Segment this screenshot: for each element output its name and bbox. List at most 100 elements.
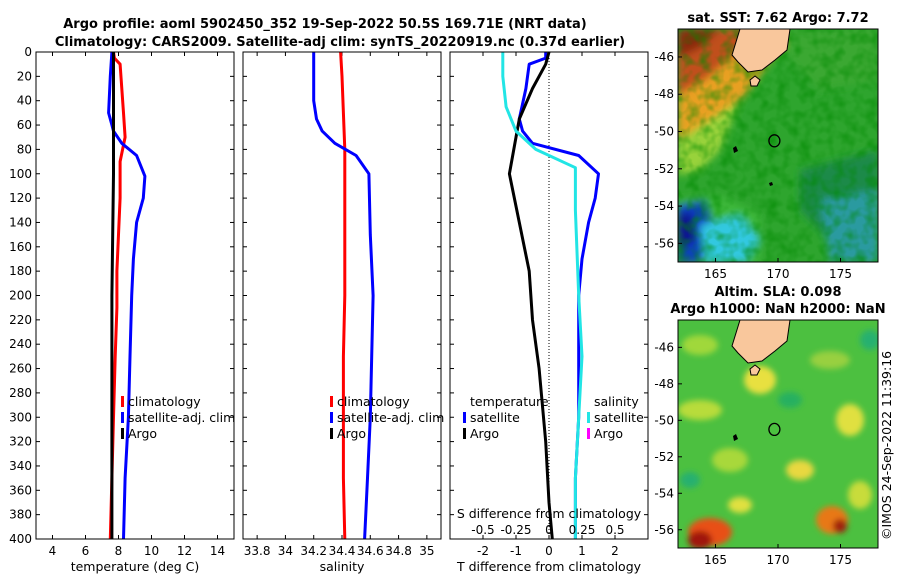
map-y-tick-label: -54 (654, 486, 674, 500)
x-tick-label: 34.6 (357, 544, 384, 558)
x-tick-label: 4 (49, 544, 57, 558)
map-y-tick-label: -50 (654, 413, 674, 427)
y-tick-label: 60 (17, 118, 32, 132)
campbell-island (769, 182, 773, 186)
y-tick-label: 160 (9, 240, 32, 254)
temperature-grid (36, 51, 234, 540)
s-difference-label: S difference from climatology (457, 506, 642, 521)
legend-swatch-t-satellite (463, 412, 466, 423)
x-tick-label: 35 (419, 544, 434, 558)
y-tick-label: 280 (9, 386, 32, 400)
legend-label-satellite: satellite-adj. clim (128, 410, 235, 425)
x-tick-label: 34.4 (329, 544, 356, 558)
y-tick-label: 0 (24, 45, 32, 59)
auckland-islands (733, 434, 738, 441)
sst-map-title: sat. SST: 7.62 Argo: 7.72 (687, 11, 868, 26)
map-x-tick-label: 165 (704, 267, 727, 281)
legend-label-s-satellite: satellite (594, 410, 644, 425)
difference-legend: temperature satellite Argo salinity sate… (463, 394, 644, 441)
s-tick-label: 0.25 (569, 523, 596, 537)
y-tick-label: 220 (9, 313, 32, 327)
difference-panel: -2 -1 0 1 2 T difference from climatology S … (449, 51, 649, 574)
s-tick-label: -0.5 (471, 523, 494, 537)
temperature-lines (107, 52, 147, 539)
series-line-argo (110, 52, 115, 539)
map-y-tick-label: -48 (654, 377, 674, 391)
temperature-panel: 0 20 40 60 80 100 120 140 160 180 200 220 240 260 280 3… (9, 45, 235, 574)
sla-map-image (678, 320, 878, 548)
island-landmass (749, 75, 761, 87)
legend-swatch-s-satellite (587, 412, 590, 423)
series-line-satellite-adj-clim (312, 52, 375, 539)
series-line-t-argo (507, 52, 554, 539)
legend-label-climatology: climatology (128, 394, 201, 409)
legend-swatch-argo (121, 428, 124, 439)
map-y-tick-label: -56 (654, 236, 674, 250)
legend-label-argo: Argo (128, 426, 157, 441)
new-zealand-landmass (731, 29, 791, 73)
salinity-panel: 33.8 34 34.2 34.4 34.6 34.8 35 salinity climat… (242, 51, 444, 574)
map-y-tick-label: -46 (654, 50, 674, 64)
legend-swatch-argo (330, 428, 333, 439)
legend-swatch-satellite (330, 412, 333, 423)
sst-map-axes: 165 170 175 -46 -48 -50 -52 -54 -56 (654, 50, 852, 281)
x-tick-label: 34.8 (385, 544, 412, 558)
legend-swatch-climatology (330, 396, 333, 407)
y-tick-label: 100 (9, 167, 32, 181)
x-tick-label: 0 (545, 544, 553, 558)
y-tick-label: 20 (17, 69, 32, 83)
y-tick-label: 180 (9, 264, 32, 278)
x-tick-label: 8 (115, 544, 123, 558)
y-tick-label: 340 (9, 459, 32, 473)
island-landmass (749, 364, 761, 376)
sst-map-image (678, 29, 878, 262)
temperature-tick-labels: 4 6 8 10 12 14 (49, 544, 225, 558)
figure-title-line2: Climatology: CARS2009. Satellite-adj cli… (55, 35, 625, 50)
map-y-tick-label: -52 (654, 162, 674, 176)
legend-label-climatology: climatology (337, 394, 410, 409)
y-tick-label: 80 (17, 142, 32, 156)
salinity-tick-labels: 33.8 34 34.2 34.4 34.6 34.8 35 (244, 544, 435, 558)
x-tick-label: -2 (477, 544, 489, 558)
map-y-tick-label: -46 (654, 340, 674, 354)
sla-map-title: Altim. SLA: 0.098 (715, 285, 842, 300)
map-y-tick-label: -50 (654, 125, 674, 139)
s-tick-label: -0.25 (500, 523, 531, 537)
x-tick-label: 34 (278, 544, 293, 558)
s-tick-label: 0.5 (605, 523, 624, 537)
legend-label-satellite: satellite-adj. clim (337, 410, 444, 425)
y-tick-label: 360 (9, 483, 32, 497)
new-zealand-landmass (731, 320, 791, 364)
salinity-xlabel: salinity (320, 559, 365, 574)
map-y-tick-label: -48 (654, 87, 674, 101)
x-tick-label: 10 (144, 544, 159, 558)
map-y-tick-label: -56 (654, 523, 674, 537)
legend-swatch-t-argo (463, 428, 466, 439)
y-tick-label: 120 (9, 191, 32, 205)
x-tick-label: 1 (578, 544, 586, 558)
s-difference-tick-labels: -0.5 -0.25 0 0.25 0.5 (471, 523, 624, 537)
legend-title-salinity: salinity (594, 394, 639, 409)
salinity-grid (243, 51, 441, 540)
auckland-islands (733, 146, 738, 153)
series-line-t-satellite (517, 52, 600, 539)
map-x-tick-label: 165 (704, 553, 727, 567)
argo-float-marker (768, 422, 781, 437)
y-tick-label: 400 (9, 532, 32, 546)
salinity-lines (312, 52, 375, 539)
map-x-tick-label: 175 (829, 267, 852, 281)
legend-label-t-satellite: satellite (470, 410, 520, 425)
sst-map-panel: sat. SST: 7.62 Argo: 7.72 165 17 (654, 11, 879, 281)
legend-label-argo: Argo (337, 426, 366, 441)
map-x-tick-label: 175 (829, 553, 852, 567)
y-tick-label: 320 (9, 435, 32, 449)
y-tick-label: 40 (17, 94, 32, 108)
imos-credit: ©IMOS 24-Sep-2022 11:39:16 (879, 351, 894, 540)
t-difference-tick-labels: -2 -1 0 1 2 (477, 544, 619, 558)
sla-map-axes: 165 170 175 -46 -48 -50 -52 -54 -56 (654, 340, 852, 567)
legend-title-temperature: temperature (470, 394, 549, 409)
y-tick-label: 260 (9, 362, 32, 376)
figure-title-line1: Argo profile: aoml 5902450_352 19-Sep-20… (63, 17, 587, 32)
x-tick-label: -1 (510, 544, 522, 558)
